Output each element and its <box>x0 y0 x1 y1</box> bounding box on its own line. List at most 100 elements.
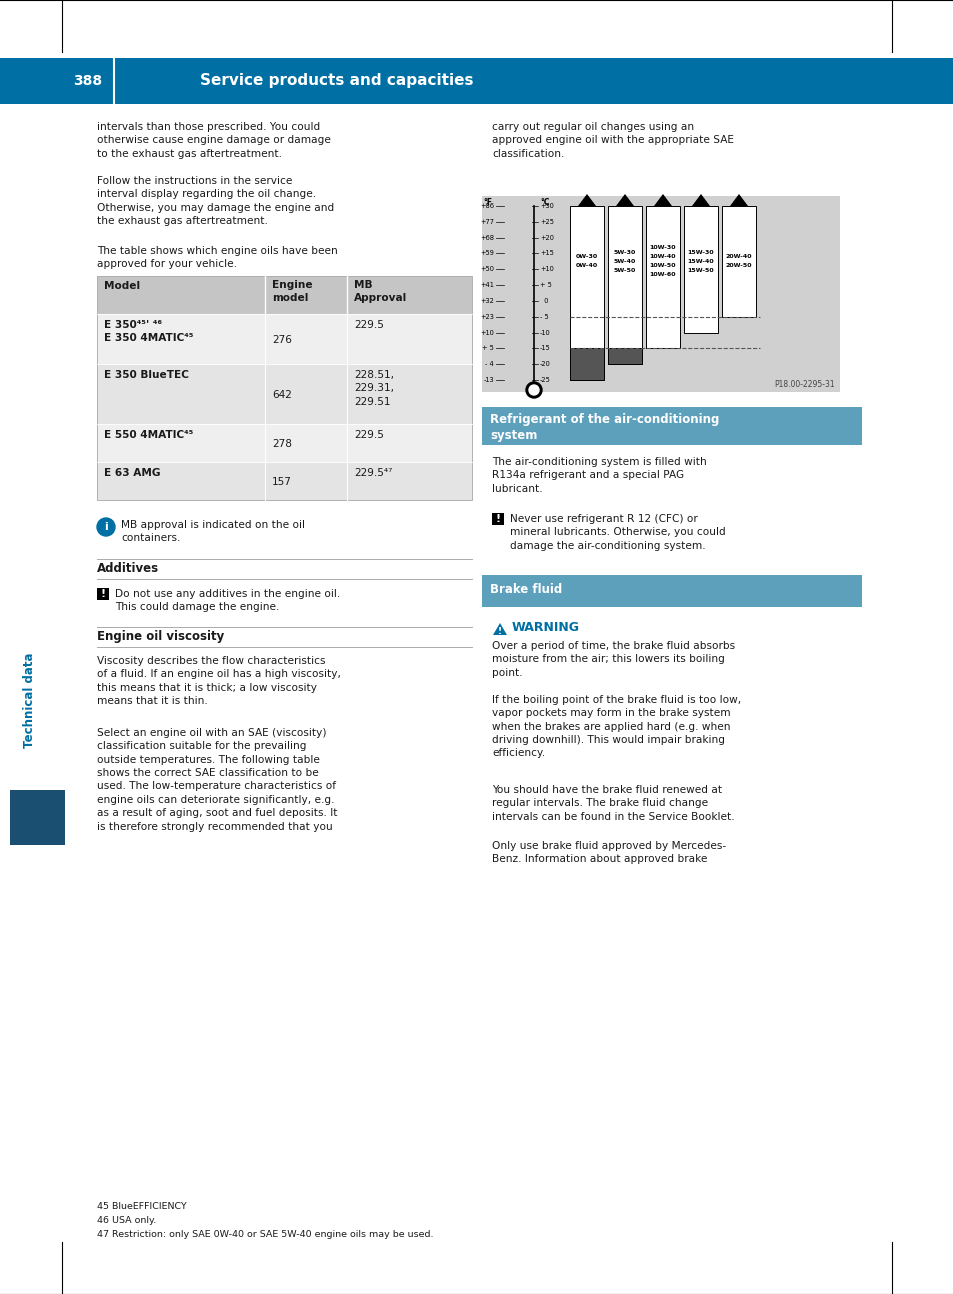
Text: 15W-50: 15W-50 <box>687 268 714 273</box>
Bar <box>607 348 641 364</box>
Text: + 5: + 5 <box>539 282 551 289</box>
Text: +30: +30 <box>539 203 554 210</box>
Text: E 350 BlueTEC: E 350 BlueTEC <box>104 370 189 380</box>
Bar <box>569 206 603 380</box>
Text: +10: +10 <box>479 330 494 335</box>
Text: - 5: - 5 <box>539 313 548 320</box>
Text: +41: +41 <box>479 282 494 289</box>
Text: +25: +25 <box>539 219 554 225</box>
Text: 0: 0 <box>539 298 548 304</box>
Text: Additives: Additives <box>97 562 159 575</box>
Text: °C: °C <box>539 198 549 207</box>
Text: 388: 388 <box>73 74 103 88</box>
Text: intervals than those prescribed. You could
otherwise cause engine damage or dama: intervals than those prescribed. You cou… <box>97 122 331 159</box>
Text: 10W-30: 10W-30 <box>649 246 676 250</box>
Text: 5W-30: 5W-30 <box>613 250 636 255</box>
Text: +10: +10 <box>539 267 554 272</box>
Bar <box>97 276 472 499</box>
Bar <box>10 791 65 845</box>
Text: +20: +20 <box>539 234 554 241</box>
Text: 228.51,
229.31,
229.51: 228.51, 229.31, 229.51 <box>354 370 394 406</box>
Text: 276: 276 <box>272 335 292 345</box>
Text: 0W-30: 0W-30 <box>576 255 598 259</box>
Polygon shape <box>691 194 709 206</box>
Text: 5W-40: 5W-40 <box>613 259 636 264</box>
Bar <box>492 512 503 525</box>
Bar <box>481 408 862 445</box>
Text: +32: +32 <box>479 298 494 304</box>
Text: WARNING: WARNING <box>512 621 579 634</box>
Text: +86: +86 <box>479 203 494 210</box>
Text: -20: -20 <box>539 361 550 367</box>
Text: E 350⁴⁵' ⁴⁶
E 350 4MATIC⁴⁵: E 350⁴⁵' ⁴⁶ E 350 4MATIC⁴⁵ <box>104 320 193 343</box>
Text: +23: +23 <box>479 313 494 320</box>
Bar <box>721 206 755 317</box>
Text: Model: Model <box>104 281 140 291</box>
Text: +50: +50 <box>479 267 494 272</box>
Text: 229.5: 229.5 <box>354 320 383 330</box>
Text: Service products and capacities: Service products and capacities <box>200 74 473 88</box>
Text: Technical data: Technical data <box>24 652 36 748</box>
Text: +68: +68 <box>479 234 494 241</box>
Text: i: i <box>104 521 108 532</box>
Text: 20W-40: 20W-40 <box>725 255 752 259</box>
Text: 15W-30: 15W-30 <box>687 250 714 255</box>
Text: 5W-50: 5W-50 <box>613 268 636 273</box>
Text: + 5: + 5 <box>481 345 494 352</box>
Text: !: ! <box>497 628 501 637</box>
Text: Engine oil viscosity: Engine oil viscosity <box>97 630 224 643</box>
Text: Select an engine oil with an SAE (viscosity)
classification suitable for the pre: Select an engine oil with an SAE (viscos… <box>97 729 337 832</box>
Text: 278: 278 <box>272 439 292 449</box>
Polygon shape <box>578 194 596 206</box>
Polygon shape <box>729 194 747 206</box>
Text: 642: 642 <box>272 389 292 400</box>
Text: Refrigerant of the air-conditioning
system: Refrigerant of the air-conditioning syst… <box>490 413 719 443</box>
Text: - 4: - 4 <box>485 361 494 367</box>
Text: 10W-50: 10W-50 <box>649 264 676 268</box>
Bar <box>481 575 862 607</box>
Bar <box>569 348 603 380</box>
Text: 47 Restriction: only SAE 0W-40 or SAE 5W-40 engine oils may be used.: 47 Restriction: only SAE 0W-40 or SAE 5W… <box>97 1231 433 1238</box>
Bar <box>97 424 472 462</box>
Text: 20W-50: 20W-50 <box>725 264 752 268</box>
Circle shape <box>97 518 115 536</box>
Bar <box>97 462 472 499</box>
Text: Engine
model: Engine model <box>272 280 313 303</box>
Text: +15: +15 <box>539 251 554 256</box>
Bar <box>607 206 641 364</box>
Text: Brake fluid: Brake fluid <box>490 584 561 597</box>
Text: 46 USA only.: 46 USA only. <box>97 1216 156 1225</box>
Text: Viscosity describes the flow characteristics
of a fluid. If an engine oil has a : Viscosity describes the flow characteris… <box>97 656 340 707</box>
Text: You should have the brake fluid renewed at
regular intervals. The brake fluid ch: You should have the brake fluid renewed … <box>492 785 734 822</box>
Text: Follow the instructions in the service
interval display regarding the oil change: Follow the instructions in the service i… <box>97 176 334 226</box>
Text: -25: -25 <box>539 377 550 383</box>
Text: 229.5⁴⁷: 229.5⁴⁷ <box>354 468 392 477</box>
Bar <box>683 206 718 333</box>
Bar <box>481 195 840 392</box>
Text: 229.5: 229.5 <box>354 430 383 440</box>
Text: °F: °F <box>482 198 492 207</box>
Text: +77: +77 <box>479 219 494 225</box>
Text: carry out regular oil changes using an
approved engine oil with the appropriate : carry out regular oil changes using an a… <box>492 122 733 159</box>
Polygon shape <box>654 194 671 206</box>
Bar <box>97 276 472 314</box>
Text: 10W-40: 10W-40 <box>649 255 676 259</box>
Text: -10: -10 <box>539 330 550 335</box>
Text: !: ! <box>495 514 500 524</box>
Circle shape <box>529 386 538 395</box>
Polygon shape <box>616 194 634 206</box>
Text: Do not use any additives in the engine oil.
This could damage the engine.: Do not use any additives in the engine o… <box>115 589 340 612</box>
Text: 45 BlueEFFICIENCY: 45 BlueEFFICIENCY <box>97 1202 187 1211</box>
Text: Only use brake fluid approved by Mercedes-
Benz. Information about approved brak: Only use brake fluid approved by Mercede… <box>492 841 725 864</box>
Bar <box>645 206 679 348</box>
Text: !: ! <box>100 589 106 599</box>
Text: If the boiling point of the brake fluid is too low,
vapor pockets may form in th: If the boiling point of the brake fluid … <box>492 695 740 758</box>
Text: Never use refrigerant R 12 (CFC) or
mineral lubricants. Otherwise, you could
dam: Never use refrigerant R 12 (CFC) or mine… <box>510 514 725 551</box>
Text: 0W-40: 0W-40 <box>576 264 598 268</box>
Text: 157: 157 <box>272 477 292 487</box>
Text: P18.00-2295-31: P18.00-2295-31 <box>774 380 834 389</box>
Text: 15W-40: 15W-40 <box>687 259 714 264</box>
Text: E 550 4MATIC⁴⁵: E 550 4MATIC⁴⁵ <box>104 430 193 440</box>
Polygon shape <box>493 622 506 635</box>
Text: +59: +59 <box>479 251 494 256</box>
